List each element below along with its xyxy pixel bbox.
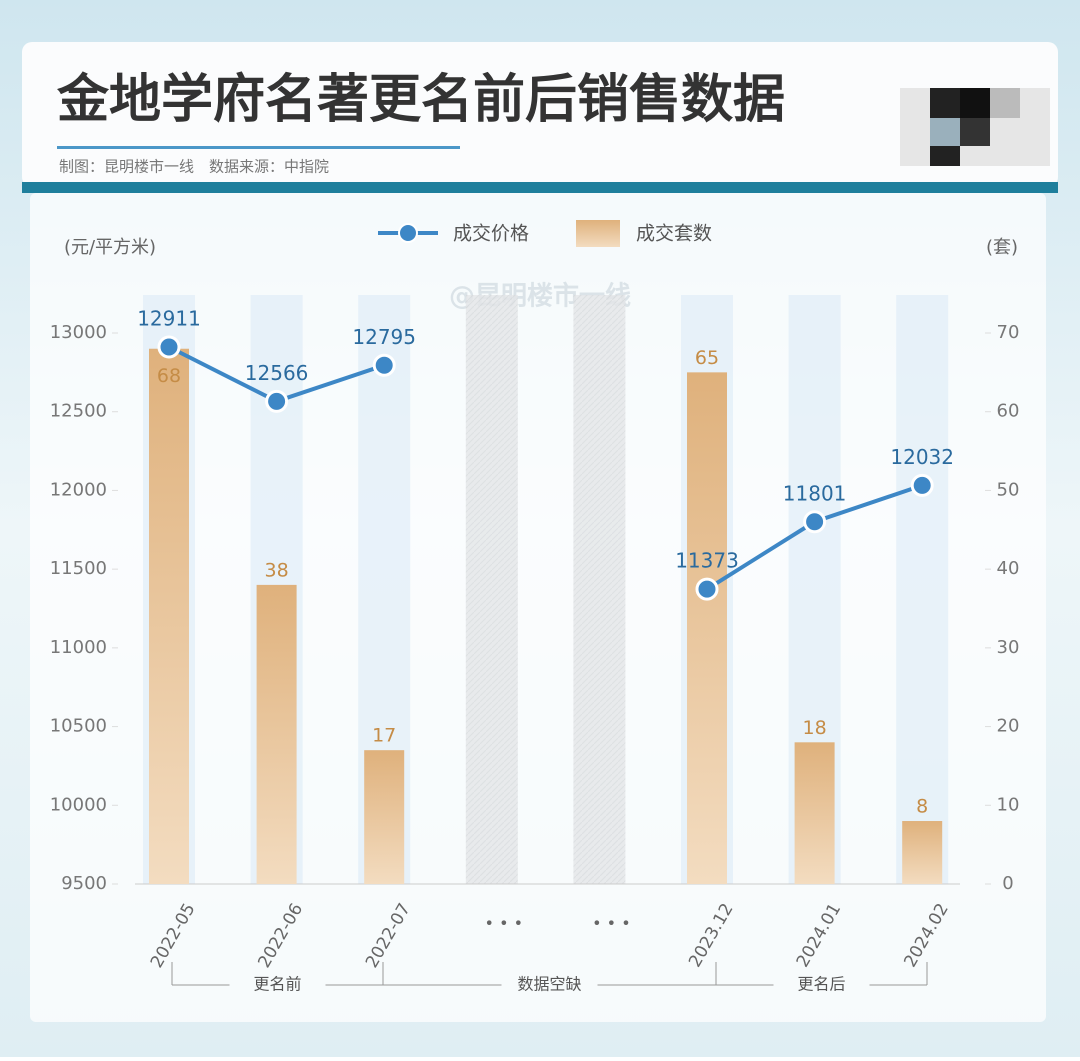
bar	[256, 584, 297, 884]
bar	[149, 348, 189, 884]
y2-tick-label: 30	[997, 637, 1020, 658]
legend-label: 成交价格	[453, 223, 529, 245]
bar-value-label: 38	[265, 559, 289, 581]
y-tick-label: 12000	[50, 479, 107, 500]
price-value-label: 11373	[675, 549, 739, 573]
gap-column	[465, 295, 518, 884]
header-card	[22, 42, 1058, 187]
y-tick-label: 11000	[50, 637, 107, 658]
y2-tick-label: 0	[1002, 873, 1013, 894]
bar-value-label: 17	[372, 725, 396, 747]
legend-label: 成交套数	[636, 223, 712, 245]
price-value-label: 12911	[137, 307, 201, 331]
y2-tick-label: 10	[997, 794, 1020, 815]
price-value-label: 11801	[783, 481, 847, 505]
gap-marker: • • •	[485, 914, 523, 933]
avatar	[900, 88, 1050, 166]
price-point	[265, 389, 289, 413]
bar-value-label: 8	[916, 796, 928, 818]
bar-value-label: 68	[157, 365, 181, 387]
y-tick-label: 9500	[61, 873, 107, 894]
subtitle: 制图：昆明楼市一线 数据来源：中指院	[59, 158, 329, 176]
group-label: 更名前	[253, 975, 301, 994]
y2-tick-label: 50	[997, 479, 1020, 500]
price-value-label: 12032	[890, 445, 954, 469]
y-tick-label: 10000	[50, 794, 107, 815]
y-tick-label: 12500	[50, 401, 107, 422]
gap-marker: • • •	[592, 914, 630, 933]
price-value-label: 12795	[352, 325, 416, 349]
bar	[364, 750, 405, 884]
y2-tick-label: 20	[997, 716, 1020, 737]
y-tick-label: 11500	[50, 558, 107, 579]
bar-value-label: 18	[803, 717, 827, 739]
legend-swatch	[576, 220, 620, 247]
bar-value-label: 65	[695, 347, 719, 369]
y2-tick-label: 70	[997, 322, 1020, 343]
group-label: 数据空缺	[517, 975, 581, 994]
price-point	[372, 353, 396, 377]
group-label: 更名后	[797, 975, 845, 994]
price-point	[695, 577, 719, 601]
title-underline	[57, 146, 460, 149]
price-value-label: 12566	[245, 361, 309, 385]
chart-title: 金地学府名著更名前后销售数据	[56, 70, 785, 130]
bar	[687, 372, 727, 884]
column-bg	[896, 295, 949, 884]
legend-marker	[398, 223, 418, 243]
bar	[794, 742, 835, 884]
header-band	[22, 182, 1058, 193]
y-tick-label: 13000	[50, 322, 107, 343]
price-point	[803, 510, 827, 534]
price-point	[910, 473, 934, 497]
y2-tick-label: 40	[997, 558, 1020, 579]
price-point	[157, 335, 181, 359]
gap-column	[573, 295, 626, 884]
y-axis-label: (元/平方米)	[64, 237, 156, 258]
y2-axis-label: (套)	[986, 237, 1018, 258]
y2-tick-label: 60	[997, 401, 1020, 422]
y-tick-label: 10500	[50, 716, 107, 737]
bar	[902, 821, 943, 884]
